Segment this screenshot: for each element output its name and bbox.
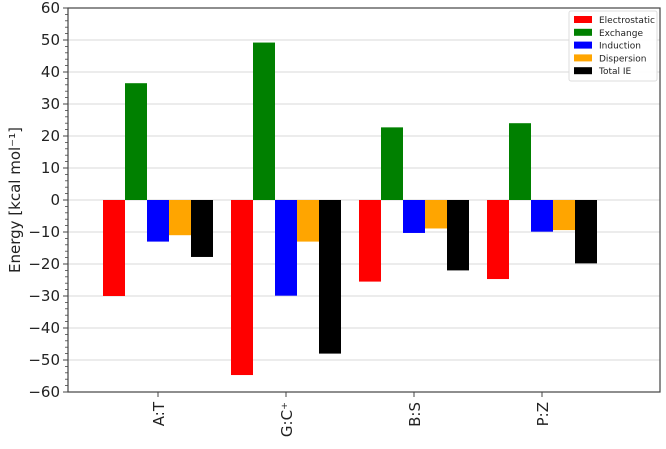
y-tick-label: 40 [41,63,60,81]
legend-label: Exchange [599,29,643,39]
bar-electrostatic [359,200,381,282]
bar-induction [531,200,553,232]
legend-swatch [574,16,592,23]
y-tick-label: −10 [28,223,60,241]
x-tick-label: G:C⁺ [278,402,296,437]
legend-label: Electrostatic [599,16,655,26]
legend-swatch [574,54,592,62]
bar-induction [275,200,297,296]
bar-dispersion [553,200,575,231]
x-tick-label: A:T [150,401,168,426]
y-tick-label: 0 [50,191,60,209]
legend-swatch [574,28,592,36]
y-tick-label: −20 [28,255,60,273]
y-tick-label: −60 [28,383,60,401]
x-axis: A:T G:C⁺ B:S P:Z [150,392,552,437]
y-tick-label: 10 [41,159,60,177]
y-tick-label: −50 [28,351,60,369]
x-tick-label: B:S [406,402,424,427]
y-axis-label: Energy [kcal mol⁻¹] [6,127,24,273]
legend: Electrostatic Exchange Induction Dispersion… [568,10,658,82]
bar-total-ie [447,200,469,271]
legend-label: Induction [599,42,641,52]
y-tick-label: 20 [41,127,60,145]
bar-electrostatic [487,200,509,280]
y-tick-label: −40 [28,319,60,337]
bar-total-ie [191,200,213,257]
bar-electrostatic [231,200,253,376]
bar-induction [147,200,169,242]
y-tick-label: 50 [41,31,60,49]
legend-label: Total IE [598,67,632,77]
bar-induction [403,200,425,233]
legend-label: Dispersion [599,54,646,64]
bars [103,42,597,376]
bar-exchange [381,127,403,200]
legend-box [568,10,658,82]
y-tick-label: 60 [41,0,60,17]
bar-dispersion [169,200,191,236]
bar-dispersion [297,200,319,242]
bar-total-ie [319,200,341,354]
bar-exchange [509,123,531,200]
legend-swatch [574,67,592,75]
x-tick-label: P:Z [534,402,552,426]
bar-electrostatic [103,200,125,296]
legend-swatch [574,41,592,49]
y-axis: 60 50 40 30 20 10 0 −10 −20 −30 −40 −50 −60 [28,0,68,401]
bar-total-ie [575,200,597,264]
bar-exchange [253,42,275,201]
bar-exchange [125,83,147,200]
y-tick-label: 30 [41,95,60,113]
y-tick-label: −30 [28,287,60,305]
bar-dispersion [425,200,447,229]
